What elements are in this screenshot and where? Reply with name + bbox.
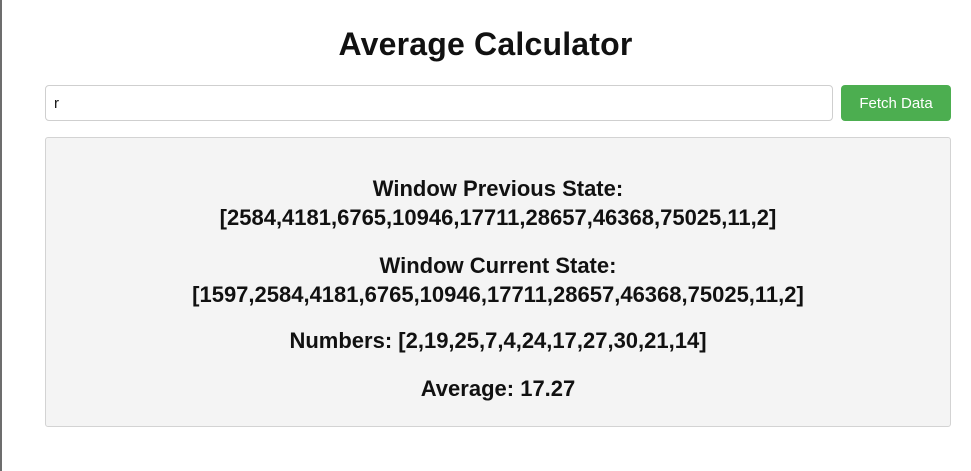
search-input[interactable] (45, 85, 833, 121)
page-title: Average Calculator (338, 26, 633, 62)
numbers-value: [2,19,25,7,4,24,17,27,30,21,14] (398, 328, 707, 353)
window-previous-state-value: [2584,4181,6765,10946,17711,28657,46368,… (219, 205, 777, 230)
numbers-line: Numbers: [2,19,25,7,4,24,17,27,30,21,14] (46, 326, 950, 355)
numbers-label: Numbers: (289, 328, 393, 353)
results-panel: Window Previous State: [2584,4181,6765,1… (45, 137, 951, 427)
average-label: Average: (420, 376, 515, 401)
window-current-state: Window Current State: [1597,2584,4181,67… (46, 251, 950, 309)
window-current-state-value: [1597,2584,4181,6765,10946,17711,28657,4… (192, 282, 804, 307)
window-previous-state: Window Previous State: [2584,4181,6765,1… (46, 174, 950, 232)
average-line: Average: 17.27 (46, 374, 950, 403)
average-value: 17.27 (520, 376, 576, 401)
window-previous-state-label: Window Previous State: (372, 176, 624, 201)
search-row: Fetch Data (45, 85, 951, 121)
fetch-data-button[interactable]: Fetch Data (841, 85, 951, 121)
window-current-state-label: Window Current State: (379, 253, 617, 278)
window-left-border (0, 0, 2, 471)
